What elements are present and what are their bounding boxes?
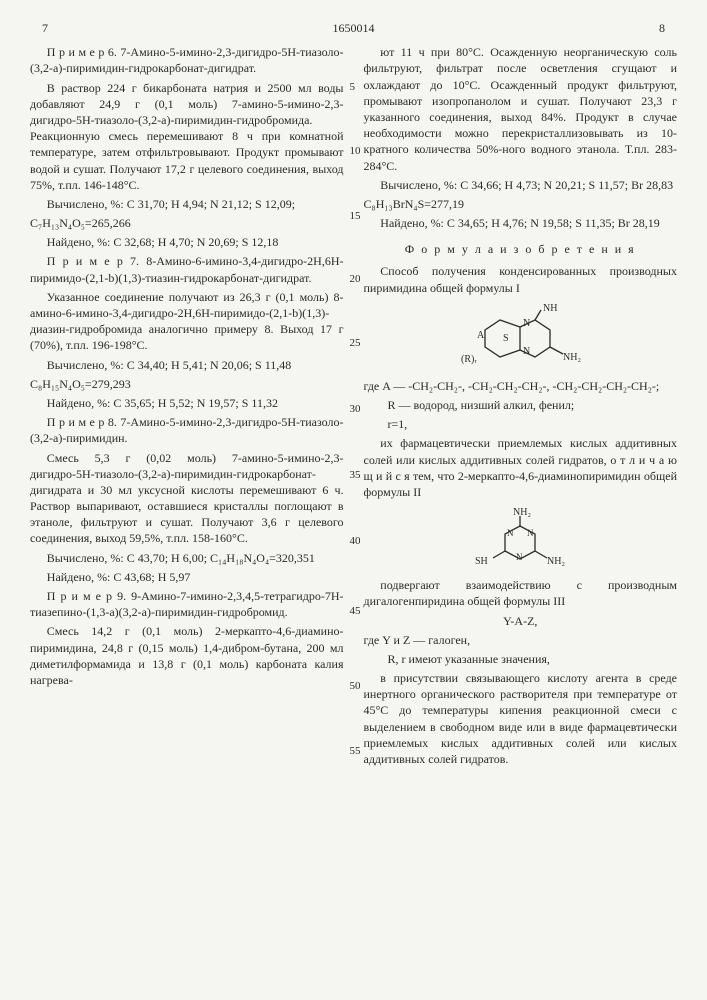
example-7-body: Указанное соединение получают из 26,3 г … [30,289,344,354]
where-r1: r=1, [364,416,678,432]
ex7-found: Найдено, %: С 35,65; H 5,52; N 19,57; S … [30,395,344,411]
svg-text:(R)ᵣ: (R)ᵣ [461,354,477,365]
ln-40: 40 [350,534,361,549]
ex6-calc: Вычислено, %: С 31,70; H 4,94; N 21,12; … [30,196,344,212]
svg-text:N: N [516,552,523,562]
svg-text:N: N [507,528,514,538]
svg-text:SH: SH [475,556,488,567]
svg-text:NH₂: NH₂ [563,352,581,363]
ln-50: 50 [350,679,361,694]
where-yz: где Y и Z — галоген, [364,632,678,648]
struct-1-svg: NH NH₂ S N N A (R)ᵣ [455,302,585,372]
ln-45: 45 [350,604,361,619]
page-num-right: 8 [647,20,677,36]
ln-20: 20 [350,272,361,287]
ex8-calc: Вычислено, %: С 43,70; H 6,00; C₁₄H₁₈N₄O… [30,550,344,566]
svg-text:S: S [503,333,509,344]
ln-55: 55 [350,744,361,759]
formula-3: Y-A-Z, [364,613,678,629]
example-6-body: В раствор 224 г бикарбоната натрия и 250… [30,80,344,193]
ln-15: 15 [350,209,361,224]
ex6-found: Найдено, %: С 32,68; H 4,70; N 20,69; S … [30,234,344,250]
page-header: 7 1650014 8 [30,20,677,36]
example-8-title: П р и м е р 8. 7-Амино-5-имино-2,3-дигид… [30,414,344,446]
svg-text:N: N [523,346,530,357]
page-num-left: 7 [30,20,60,36]
where-a: где A — -CH₂-CH₂-, -CH₂-CH₂-CH₂-, -CH₂-C… [364,378,678,394]
claim-intro: Способ получения конденсированных произв… [364,263,678,295]
example-6-title: П р и м е р 6. 7-Амино-5-имино-2,3-дигид… [30,44,344,76]
patent-number: 1650014 [60,20,647,36]
ln-30: 30 [350,402,361,417]
claim-body: их фармацевтически приемлемых кислых адд… [364,435,678,500]
ex7-calc: Вычислено, %: С 34,40; H 5,41; N 20,06; … [30,357,344,373]
ex6-formula: C₇H₁₃N₄O₅=265,266 [30,215,344,231]
example-7-title: П р и м е р 7. 8-Амино-6-имино-3,4-дигид… [30,253,344,285]
col2-cont: ют 11 ч при 80°С. Осажденную неорганичес… [364,44,678,174]
svg-text:N: N [523,318,530,329]
col2-calc: Вычислено, %: С 34,66; H 4,73; N 20,21; … [364,177,678,193]
col2-formula: C₈H₁₃BrN₄S=277,19 [364,196,678,212]
two-column-body: П р и м е р 6. 7-Амино-5-имино-2,3-дигид… [30,44,677,770]
left-column: П р и м е р 6. 7-Амино-5-имино-2,3-дигид… [30,44,344,770]
where-rr: R, r имеют указанные значения, [364,651,678,667]
ex8-found: Найдено, %: С 43,68; H 5,97 [30,569,344,585]
example-9-body: Смесь 14,2 г (0,1 моль) 2-меркапто-4,6-д… [30,623,344,688]
claim-react: подвергают взаимодействию с производным … [364,577,678,609]
ln-25: 25 [350,336,361,351]
col2-found: Найдено, %: С 34,65; H 4,76; N 19,58; S … [364,215,678,231]
svg-text:N: N [527,528,534,538]
claims-heading: Ф о р м у л а и з о б р е т е н и я [364,241,678,257]
right-column: 5 10 15 20 25 30 35 40 45 50 55 ют 11 ч … [364,44,678,770]
structure-formula-1: NH NH₂ S N N A (R)ᵣ [364,302,678,372]
example-9-title: П р и м е р 9. 9-Амино-7-имино-2,3,4,5-т… [30,588,344,620]
svg-text:NH: NH [543,303,557,314]
claim-end: в присутствии связывающего кислоту агент… [364,670,678,767]
svg-text:A: A [477,330,485,341]
structure-formula-2: NH₂ NH₂ SH N N N [364,506,678,571]
svg-text:NH₂: NH₂ [513,507,531,518]
ex7-formula: C₈H₁₅N₄O₅=279,293 [30,376,344,392]
struct-2-svg: NH₂ NH₂ SH N N N [465,506,575,571]
example-8-body: Смесь 5,3 г (0,02 моль) 7-амино-5-имино-… [30,450,344,547]
ln-5: 5 [350,80,356,95]
where-r: R — водород, низший алкил, фенил; [364,397,678,413]
ln-35: 35 [350,468,361,483]
svg-text:NH₂: NH₂ [547,556,565,567]
ln-10: 10 [350,144,361,159]
